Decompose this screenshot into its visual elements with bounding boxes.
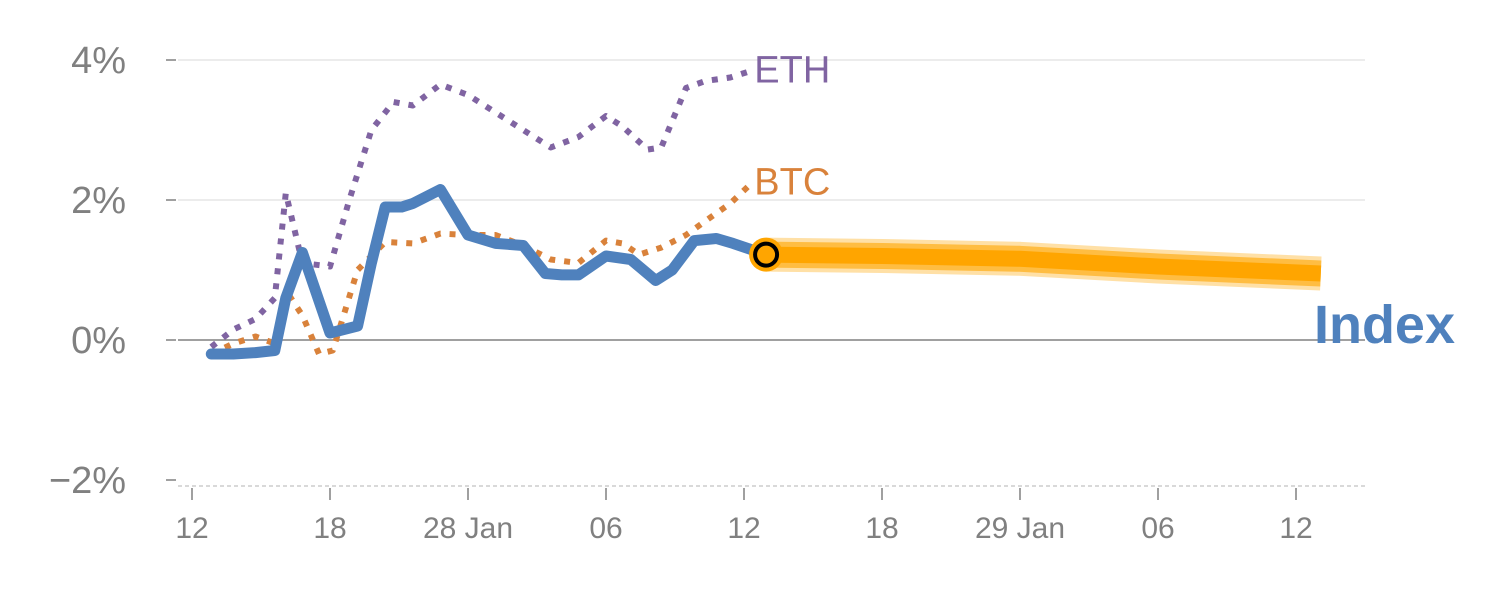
y-tick-label: 4% [71, 40, 126, 82]
forecast-line [766, 246, 1322, 282]
x-tick-label: 12 [727, 512, 760, 545]
x-tick-label: 06 [589, 512, 622, 545]
x-tick-label: 18 [865, 512, 898, 545]
y-tick-label: 0% [71, 320, 126, 362]
y-tick-label: −2% [49, 460, 126, 502]
index-series-label: Index [1314, 295, 1455, 355]
index-end-marker [753, 241, 780, 268]
x-tick-label: 29 Jan [975, 512, 1065, 545]
x-axis: 12 18 28 Jan 06 12 18 29 Jan 06 12 [175, 488, 1313, 545]
btc-series-label: BTC [754, 162, 830, 204]
eth-series-line [209, 67, 754, 350]
x-tick-label: 18 [313, 512, 346, 545]
x-tick-label: 12 [1279, 512, 1312, 545]
eth-series-label: ETH [754, 50, 830, 92]
x-tick-label: 06 [1141, 512, 1174, 545]
grid-layer [178, 59, 1365, 487]
index-series-line [205, 184, 772, 360]
x-tick-label: 12 [175, 512, 208, 545]
label-layer: ETH BTC Index [754, 50, 1455, 356]
y-tick-label: 2% [71, 180, 126, 222]
series-layer [205, 67, 1322, 360]
x-tick-label: 28 Jan [423, 512, 513, 545]
y-axis: 4% 2% 0% −2% [49, 40, 176, 502]
